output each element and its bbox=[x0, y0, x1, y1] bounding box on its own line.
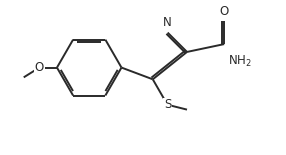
Text: N: N bbox=[163, 16, 172, 29]
Text: O: O bbox=[220, 5, 229, 18]
Text: NH$_2$: NH$_2$ bbox=[228, 54, 252, 69]
Text: O: O bbox=[35, 61, 44, 74]
Text: S: S bbox=[164, 98, 171, 111]
